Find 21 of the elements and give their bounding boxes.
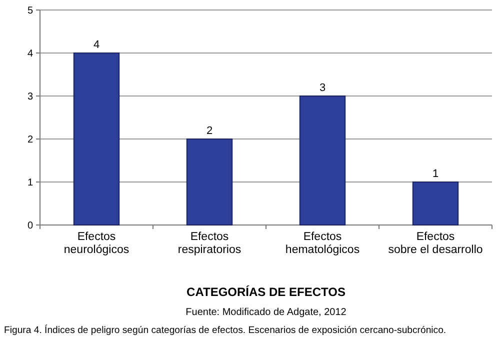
bar <box>299 96 346 226</box>
x-tick-label: Efectos sobre el desarrollo <box>388 231 483 256</box>
source-note: Fuente: Modificado de Adgate, 2012 <box>186 307 347 318</box>
y-tick-label: 0 <box>27 220 34 232</box>
data-label: 4 <box>93 39 100 51</box>
data-label: 3 <box>319 82 326 94</box>
x-tick-label: Efectos respiratorios <box>178 231 242 256</box>
y-tick-label: 2 <box>27 134 34 146</box>
text: Figura 4. Índices de peligro según categorías de efectos. Escenarios de exposición cercano-subcrónico. <box>4 324 446 336</box>
data-label: 1 <box>432 168 439 180</box>
x-axis-title: CATEGORÍAS DE EFECTOS <box>186 285 346 299</box>
y-tick-label: 3 <box>27 92 34 102</box>
y-tick-label: 5 <box>27 6 34 16</box>
bar <box>186 138 233 226</box>
x-tick-label: Efectos neurológicos <box>64 231 130 256</box>
y-tick-label: 4 <box>27 48 34 60</box>
bar <box>73 52 120 226</box>
y-tick-label: 1 <box>27 178 34 188</box>
x-tick-label: Efectos hematológicos <box>285 231 360 256</box>
data-label: 2 <box>206 125 213 137</box>
bar <box>412 182 459 226</box>
